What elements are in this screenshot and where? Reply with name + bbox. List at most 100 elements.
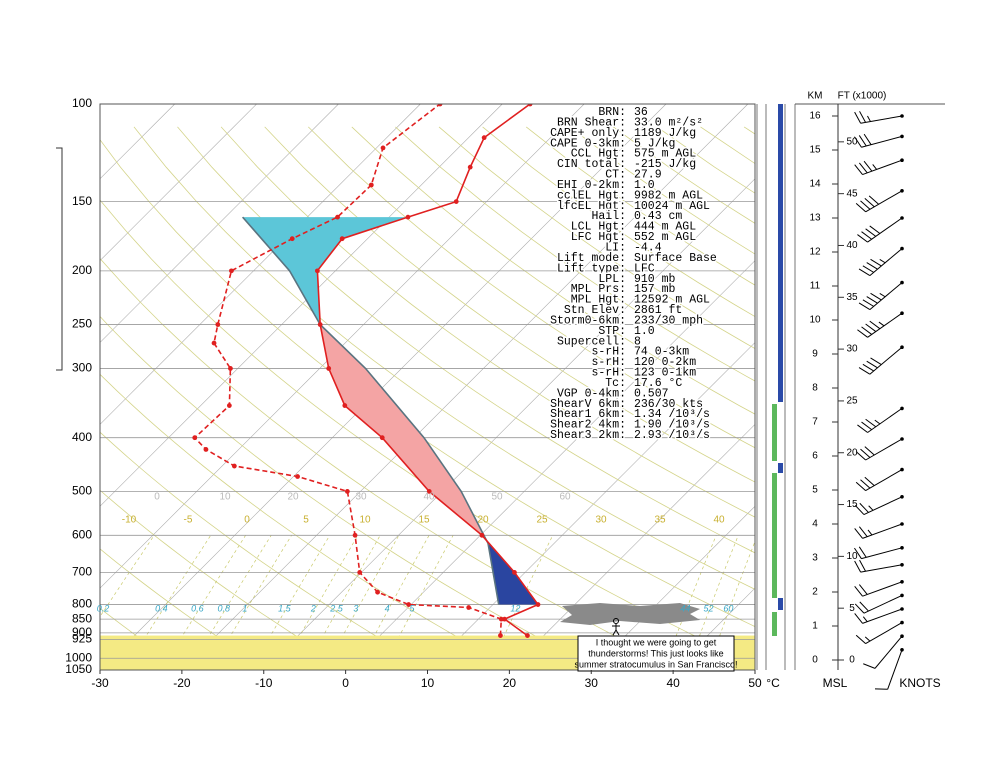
km-tick-label: 15	[809, 145, 821, 156]
dewpoint-line-point	[369, 183, 374, 188]
km-tick-label: 0	[812, 655, 818, 666]
wind-dot	[900, 594, 904, 598]
wind-dot	[900, 522, 904, 526]
dry-adiabat	[0, 127, 351, 670]
temperature-line-point	[342, 403, 347, 408]
mixing-ratio-label: 0.4	[155, 603, 168, 613]
mixing-ratio-label: 4	[385, 603, 390, 613]
x-tick-label: 30	[585, 676, 599, 690]
dry-adiabat-label: 50	[491, 492, 503, 503]
wind-dot	[900, 189, 904, 193]
y-tick-label: 400	[72, 430, 92, 444]
wind-barb	[859, 283, 902, 310]
mixing-ratio-label: 0.2	[97, 603, 110, 613]
y-tick-label: 300	[72, 361, 92, 375]
ft-tick-label: 40	[846, 240, 858, 251]
km-tick-label: 14	[809, 179, 821, 190]
wind-barb	[855, 160, 902, 174]
wind-barb	[856, 623, 902, 644]
km-tick-label: 9	[812, 349, 818, 360]
wind-dot	[900, 563, 904, 567]
plot-area	[0, 102, 1000, 670]
ft-tick-label: 45	[846, 188, 858, 199]
mixing-ratio-label: 0.8	[218, 603, 231, 613]
moist-adiabat-label: 25	[536, 515, 548, 526]
wind-barb	[863, 636, 902, 668]
dewpoint-line-point	[232, 464, 237, 469]
temperature-line-point	[454, 199, 459, 204]
km-tick-label: 6	[812, 451, 818, 462]
energy-area	[320, 325, 489, 544]
wind-dot	[900, 580, 904, 584]
wind-barb	[859, 347, 902, 374]
isotherm	[673, 104, 1000, 670]
y-tick-label: 925	[72, 632, 92, 646]
temperature-line-point	[536, 602, 541, 607]
mixing-ratio-label: 12	[510, 603, 520, 613]
isotherm	[755, 104, 1000, 670]
moist-adiabat-label: -10	[122, 515, 137, 526]
wind-dot	[900, 607, 904, 611]
ft-tick-label: 50	[846, 136, 858, 147]
ft-tick-label: 15	[846, 499, 858, 510]
ft-tick-label: 25	[846, 396, 858, 407]
index-label: Shear3 2km:	[550, 429, 626, 442]
wind-barb	[875, 650, 902, 689]
isotherm	[0, 104, 93, 670]
y-tick-label: 500	[72, 484, 92, 498]
wind-barb	[857, 408, 902, 432]
dry-adiabat-label: 10	[219, 492, 231, 503]
dry-adiabat	[0, 127, 268, 670]
dewpoint-line-point	[498, 633, 503, 638]
isotherm	[0, 104, 339, 670]
mixing-ratio-label: 2	[310, 603, 316, 613]
temperature-line-point	[315, 268, 320, 273]
wind-dot	[900, 546, 904, 550]
mixing-ratio-label: 0.6	[191, 603, 204, 613]
dewpoint-line-point	[192, 435, 197, 440]
dewpoint-line-point	[335, 215, 340, 220]
wind-barb	[859, 249, 902, 276]
y-tick-label: 700	[72, 565, 92, 579]
dry-adiabat-label: 60	[559, 492, 571, 503]
km-tick-label: 4	[812, 519, 818, 530]
dewpoint-line-point	[499, 617, 504, 622]
x-tick-label: -10	[255, 676, 273, 690]
dry-adiabat	[90, 127, 849, 670]
x-tick-label: 40	[666, 676, 680, 690]
wind-dot	[900, 216, 904, 220]
dewpoint-line-point	[357, 570, 362, 575]
wind-barb	[855, 582, 902, 596]
x-tick-label: 50	[748, 676, 762, 690]
y-tick-label: 600	[72, 527, 92, 541]
annotation-line: I thought we were going to get	[596, 637, 717, 647]
annotation-line: summer stratocumulus in San Francisco!	[574, 659, 737, 669]
ft-tick-label: 20	[846, 447, 858, 458]
moist-adiabat-label: 15	[418, 515, 430, 526]
temperature-line-point	[525, 633, 530, 638]
km-tick-label: 16	[809, 111, 821, 122]
wind-barb	[855, 111, 902, 123]
x-unit: °C	[766, 676, 780, 690]
mixing-ratio-label: 3	[353, 603, 358, 613]
km-tick-label: 12	[809, 247, 821, 258]
x-tick-label: 10	[421, 676, 435, 690]
ft-tick-label: 0	[849, 655, 855, 666]
moist-adiabat-label: 35	[654, 515, 666, 526]
dewpoint-line-point	[375, 590, 380, 595]
isotherm	[0, 104, 257, 670]
dewpoint-line-point	[227, 403, 232, 408]
ft-label: FT (x1000)	[838, 91, 887, 102]
km-tick-label: 5	[812, 485, 818, 496]
dewpoint-line-point	[290, 236, 295, 241]
moist-adiabat-label: 20	[477, 515, 489, 526]
temperature-line-point	[406, 215, 411, 220]
mixing-ratio-label: 1.5	[278, 603, 292, 613]
wind-dot	[900, 311, 904, 315]
wind-dot	[900, 648, 904, 652]
km-tick-label: 7	[812, 417, 818, 428]
temperature-line-point	[468, 165, 473, 170]
dewpoint-line-point	[229, 268, 234, 273]
km-tick-label: 1	[812, 621, 818, 632]
moist-adiabat-label: 10	[359, 515, 371, 526]
